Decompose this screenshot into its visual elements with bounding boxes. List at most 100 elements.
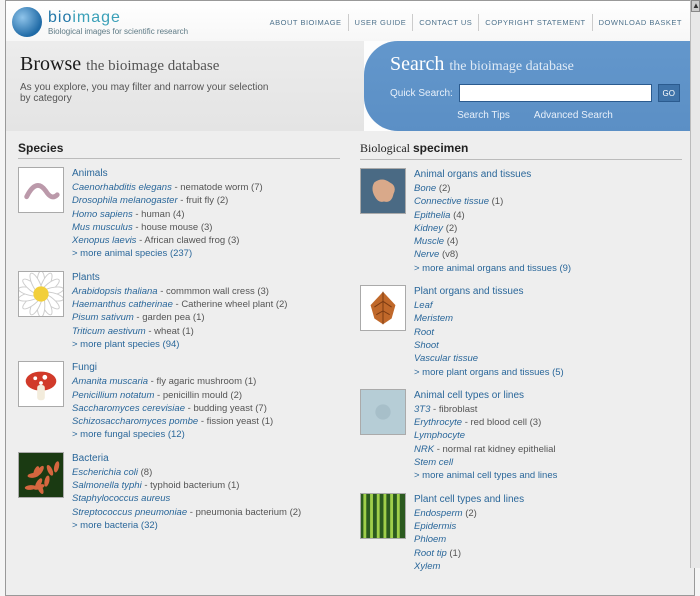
- more-link[interactable]: > more fungal species (12): [72, 428, 273, 441]
- species-item: Drosophila melanogaster - fruit fly (2): [72, 194, 263, 207]
- scrollbar[interactable]: ▲: [690, 0, 700, 568]
- latin-link[interactable]: Amanita muscaria: [72, 376, 148, 387]
- latin-link[interactable]: Staphylococcus aureus: [72, 493, 170, 504]
- nav-item[interactable]: User Guide: [348, 14, 413, 31]
- category-group: Plant cell types and linesEndosperm (2)E…: [360, 493, 682, 573]
- advanced-search-link[interactable]: Advanced Search: [534, 110, 613, 121]
- species-item: Xenopus laevis - African clawed frog (3): [72, 234, 263, 247]
- species-item: Connective tissue (1): [414, 195, 571, 208]
- latin-link[interactable]: Schizosaccharomyces pombe: [72, 416, 198, 427]
- search-go-button[interactable]: go: [658, 84, 680, 102]
- latin-link[interactable]: Caenorhabditis elegans: [72, 182, 172, 193]
- nav-item[interactable]: Download Basket: [592, 14, 688, 31]
- category-name-link[interactable]: Bacteria: [72, 452, 301, 466]
- nav-item[interactable]: Copyright Statement: [478, 14, 591, 31]
- latin-link[interactable]: Root: [414, 327, 434, 338]
- latin-link[interactable]: Xenopus laevis: [72, 235, 136, 246]
- latin-link[interactable]: Salmonella typhi: [72, 480, 142, 491]
- category-group: PlantsArabidopsis thaliana - commmon wal…: [18, 271, 340, 351]
- search-input[interactable]: [459, 84, 652, 102]
- cell-thumbnail-icon[interactable]: [360, 389, 406, 435]
- more-link[interactable]: > more bacteria (32): [72, 519, 301, 532]
- latin-link[interactable]: Vascular tissue: [414, 353, 478, 364]
- latin-link[interactable]: Leaf: [414, 300, 433, 311]
- latin-link[interactable]: Epidermis: [414, 521, 456, 532]
- latin-link[interactable]: Triticum aestivum: [72, 326, 146, 337]
- latin-link[interactable]: Mus musculus: [72, 222, 133, 233]
- category-body: Animal cell types or lines3T3 - fibrobla…: [414, 389, 557, 483]
- brain-thumbnail-icon[interactable]: [360, 168, 406, 214]
- species-item: Penicillium notatum - penicillin mould (…: [72, 389, 273, 402]
- bacteria-thumbnail-icon[interactable]: [18, 452, 64, 498]
- latin-link[interactable]: NRK: [414, 444, 434, 455]
- latin-link[interactable]: Xylem: [414, 561, 440, 572]
- species-item: Lymphocyte: [414, 429, 557, 442]
- category-name-link[interactable]: Plant cell types and lines: [414, 493, 524, 507]
- species-item: 3T3 - fibroblast: [414, 403, 557, 416]
- latin-link[interactable]: Erythrocyte: [414, 417, 462, 428]
- more-link[interactable]: > more plant organs and tissues (5): [414, 366, 564, 379]
- latin-link[interactable]: Phloem: [414, 534, 446, 545]
- latin-link[interactable]: Drosophila melanogaster: [72, 195, 178, 206]
- category-name-link[interactable]: Plants: [72, 271, 287, 285]
- specimen-title: Biological specimen: [360, 141, 682, 160]
- browse-subtext: As you explore, you may filter and narro…: [20, 82, 280, 104]
- species-item: Caenorhabditis elegans - nematode worm (…: [72, 181, 263, 194]
- latin-link[interactable]: 3T3: [414, 404, 430, 415]
- category-name-link[interactable]: Animal cell types or lines: [414, 389, 557, 403]
- latin-link[interactable]: Pisum sativum: [72, 312, 134, 323]
- category-group: BacteriaEscherichia coli (8)Salmonella t…: [18, 452, 340, 532]
- latin-link[interactable]: Lymphocyte: [414, 430, 465, 441]
- more-link[interactable]: > more plant species (94): [72, 338, 287, 351]
- mushroom-thumbnail-icon[interactable]: [18, 361, 64, 407]
- latin-link[interactable]: Nerve: [414, 249, 439, 260]
- latin-link[interactable]: Saccharomyces cerevisiae: [72, 403, 185, 414]
- species-item: Shoot: [414, 339, 564, 352]
- more-link[interactable]: > more animal cell types and lines: [414, 469, 557, 482]
- latin-link[interactable]: Bone: [414, 183, 436, 194]
- more-link[interactable]: > more animal species (237): [72, 247, 263, 260]
- flower-thumbnail-icon[interactable]: [18, 271, 64, 317]
- latin-link[interactable]: Endosperm: [414, 508, 463, 519]
- latin-link[interactable]: Shoot: [414, 340, 439, 351]
- latin-link[interactable]: Haemanthus catherinae: [72, 299, 173, 310]
- latin-link[interactable]: Root tip: [414, 548, 447, 559]
- species-item: Escherichia coli (8): [72, 466, 301, 479]
- species-item: Pisum sativum - garden pea (1): [72, 311, 287, 324]
- species-item: Homo sapiens - human (4): [72, 208, 263, 221]
- category-name-link[interactable]: Animals: [72, 167, 263, 181]
- nav-item[interactable]: About Bioimage: [264, 14, 348, 31]
- species-item: Epithelia (4): [414, 209, 571, 222]
- latin-link[interactable]: Meristem: [414, 313, 453, 324]
- latin-link[interactable]: Arabidopsis thaliana: [72, 286, 158, 297]
- latin-link[interactable]: Penicillium notatum: [72, 390, 154, 401]
- species-item: Mus musculus - house mouse (3): [72, 221, 263, 234]
- hero-bar: Browse the bioimage database As you expl…: [6, 41, 694, 131]
- logo-icon: [12, 7, 42, 37]
- species-item: Staphylococcus aureus: [72, 492, 301, 505]
- latin-link[interactable]: Streptococcus pneumoniae: [72, 507, 187, 518]
- category-name-link[interactable]: Fungi: [72, 361, 273, 375]
- leaf-thumbnail-icon[interactable]: [360, 285, 406, 331]
- latin-link[interactable]: Kidney: [414, 223, 443, 234]
- category-body: Plant organs and tissuesLeaf Meristem Root…: [414, 285, 564, 379]
- pcell-thumbnail-icon[interactable]: [360, 493, 406, 539]
- more-link[interactable]: > more animal organs and tissues (9): [414, 262, 571, 275]
- category-name-link[interactable]: Plant organs and tissues: [414, 285, 564, 299]
- latin-link[interactable]: Homo sapiens: [72, 209, 133, 220]
- nav-item[interactable]: Contact Us: [412, 14, 478, 31]
- latin-link[interactable]: Escherichia coli: [72, 467, 138, 478]
- worm-thumbnail-icon[interactable]: [18, 167, 64, 213]
- search-tips-link[interactable]: Search Tips: [457, 110, 510, 121]
- category-name-link[interactable]: Animal organs and tissues: [414, 168, 571, 182]
- species-item: Xylem: [414, 560, 524, 573]
- latin-link[interactable]: Stem cell: [414, 457, 453, 468]
- logo-block[interactable]: bioimage Biological images for scientifi…: [12, 7, 188, 37]
- latin-link[interactable]: Muscle: [414, 236, 444, 247]
- latin-link[interactable]: Connective tissue: [414, 196, 489, 207]
- species-item: NRK - normal rat kidney epithelial: [414, 443, 557, 456]
- scroll-up-icon[interactable]: ▲: [691, 0, 700, 12]
- latin-link[interactable]: Epithelia: [414, 210, 450, 221]
- species-item: Salmonella typhi - typhoid bacterium (1): [72, 479, 301, 492]
- species-item: Schizosaccharomyces pombe - fission yeas…: [72, 415, 273, 428]
